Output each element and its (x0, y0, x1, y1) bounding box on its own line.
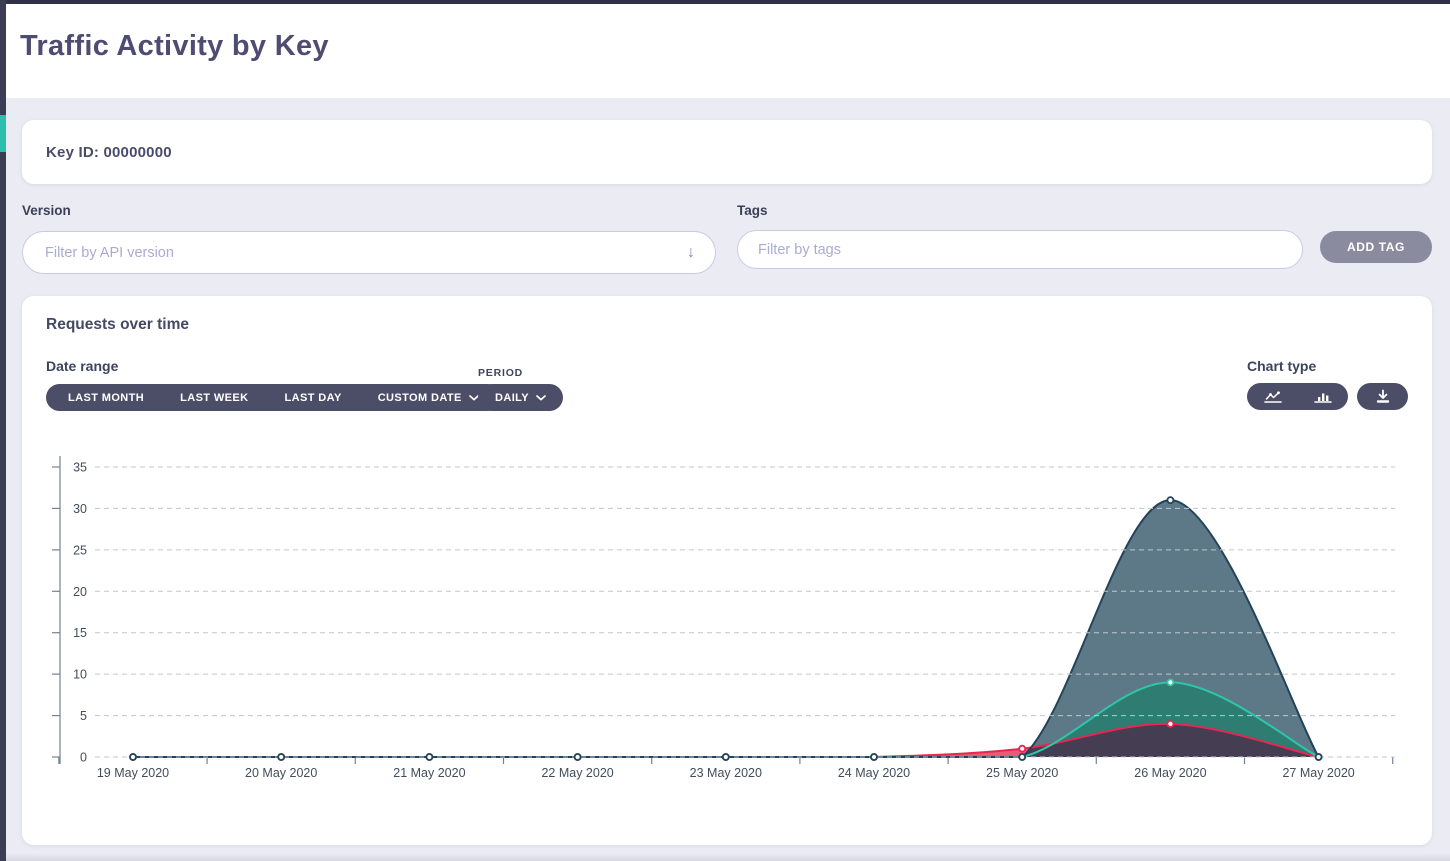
version-select-placeholder: Filter by API version (45, 244, 174, 261)
key-id-label: Key ID: (46, 143, 104, 161)
period-value: DAILY (495, 391, 529, 404)
svg-text:19 May 2020: 19 May 2020 (97, 766, 169, 780)
period-label: PERIOD (478, 367, 524, 379)
svg-text:30: 30 (73, 502, 87, 516)
active-section-indicator (0, 115, 6, 152)
svg-text:15: 15 (73, 626, 87, 640)
page-content: Key ID: 00000000 Version Filter by API v… (6, 98, 1450, 861)
x-axis: 19 May 2020 20 May 2020 21 May 2020 22 May … (58, 757, 1394, 780)
series-area-fills (133, 500, 1319, 757)
date-range-option-custom-date[interactable]: CUSTOM DATE (360, 384, 497, 411)
key-id-card: Key ID: 00000000 (22, 120, 1432, 184)
date-range-label: Date range (46, 358, 119, 374)
svg-text:25 May 2020: 25 May 2020 (986, 766, 1058, 780)
download-icon (1376, 389, 1389, 403)
date-range-option-label: LAST MONTH (68, 391, 145, 404)
requests-chart-svg: 0 5 10 15 20 25 30 35 19 May 2020 20 May 2020 21 M… (52, 456, 1395, 780)
page-header: Traffic Activity by Key (6, 4, 1450, 98)
date-range-option-last-month[interactable]: LAST MONTH (50, 384, 162, 411)
svg-text:0: 0 (80, 751, 87, 765)
tags-label: Tags (737, 203, 768, 218)
bar-chart-button[interactable] (1298, 383, 1348, 410)
download-button[interactable] (1358, 383, 1408, 410)
data-point-markers (129, 496, 1323, 761)
date-range-option-last-week[interactable]: LAST WEEK (162, 384, 266, 411)
date-range-option-label: LAST DAY (284, 391, 342, 404)
svg-text:5: 5 (80, 709, 87, 723)
period-select[interactable]: DAILY (478, 384, 563, 411)
download-pill (1357, 383, 1408, 410)
down-arrow-icon: ↓ (687, 243, 695, 261)
gridlines (95, 466, 1395, 758)
svg-text:10: 10 (73, 668, 87, 682)
bar-chart-icon (1313, 393, 1332, 403)
add-tag-button[interactable]: ADD TAG (1320, 231, 1432, 263)
svg-text:21 May 2020: 21 May 2020 (393, 766, 465, 780)
svg-text:20: 20 (73, 585, 87, 599)
chart-type-group (1247, 383, 1348, 410)
date-range-group: LAST MONTH LAST WEEK LAST DAY CUSTOM DATE (46, 384, 501, 411)
svg-text:24 May 2020: 24 May 2020 (838, 766, 910, 780)
version-select[interactable]: Filter by API version ↓ (22, 231, 716, 274)
chart-type-label: Chart type (1247, 358, 1317, 374)
requests-panel-title: Requests over time (46, 316, 189, 333)
svg-text:35: 35 (73, 461, 87, 475)
svg-text:25: 25 (73, 543, 87, 557)
version-label: Version (22, 203, 71, 218)
line-chart-button[interactable] (1248, 383, 1298, 410)
period-select-button[interactable]: DAILY (477, 384, 564, 411)
window-top-edge (0, 0, 1450, 4)
svg-text:23 May 2020: 23 May 2020 (690, 766, 762, 780)
bottom-edge-shadow (6, 853, 1450, 861)
svg-text:20 May 2020: 20 May 2020 (245, 766, 317, 780)
requests-chart: 0 5 10 15 20 25 30 35 19 May 2020 20 May 2020 21 M… (40, 450, 1410, 795)
date-range-option-label: LAST WEEK (180, 391, 249, 404)
svg-text:22 May 2020: 22 May 2020 (541, 766, 613, 780)
line-chart-icon (1263, 391, 1282, 403)
chevron-down-icon (536, 394, 546, 400)
tags-input[interactable] (737, 230, 1303, 269)
y-axis: 0 5 10 15 20 25 30 35 (52, 456, 87, 765)
date-range-option-label: CUSTOM DATE (377, 391, 462, 404)
svg-text:27 May 2020: 27 May 2020 (1282, 766, 1354, 780)
svg-text:26 May 2020: 26 May 2020 (1134, 766, 1206, 780)
requests-over-time-card: Requests over time Date range LAST MONTH… (22, 296, 1432, 845)
chevron-down-icon (468, 394, 479, 400)
key-id-value: 00000000 (103, 143, 172, 161)
page-title: Traffic Activity by Key (20, 30, 329, 62)
date-range-option-last-day[interactable]: LAST DAY (267, 384, 360, 411)
left-nav-edge (0, 0, 6, 861)
key-id-text: Key ID: 00000000 (46, 144, 172, 161)
